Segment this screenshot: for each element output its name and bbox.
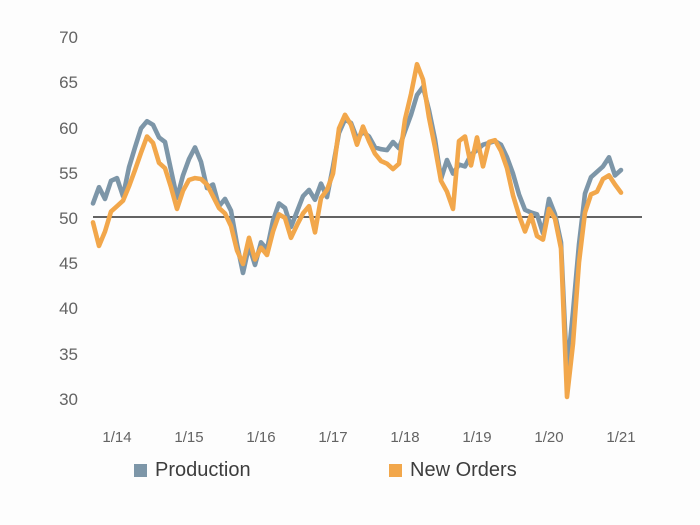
x-tick-label: 1/16 (246, 429, 276, 446)
x-tick-label: 1/15 (174, 429, 204, 446)
y-tick-label: 70 (59, 28, 78, 48)
legend: Production New Orders (0, 457, 700, 485)
new-orders-line (90, 61, 624, 400)
y-tick-label: 40 (59, 299, 78, 319)
production-line (90, 84, 624, 375)
new-orders-swatch-icon (389, 464, 402, 477)
x-tick-label: 1/14 (102, 429, 132, 446)
y-tick-label: 45 (59, 254, 78, 274)
x-tick-label: 1/20 (534, 429, 564, 446)
y-tick-label: 65 (59, 73, 78, 93)
x-tick-label: 1/18 (390, 429, 420, 446)
y-tick-label: 30 (59, 389, 78, 409)
x-tick-label: 1/17 (318, 429, 348, 446)
legend-label-production: Production (155, 459, 251, 481)
x-tick-label: 1/19 (462, 429, 492, 446)
production-swatch-icon (134, 464, 147, 477)
y-tick-label: 55 (59, 163, 78, 183)
legend-label-new-orders: New Orders (410, 459, 517, 481)
y-tick-label: 35 (59, 344, 78, 364)
y-tick-label: 60 (59, 118, 78, 138)
y-tick-label: 50 (59, 209, 78, 228)
x-tick-label: 1/21 (606, 429, 636, 446)
